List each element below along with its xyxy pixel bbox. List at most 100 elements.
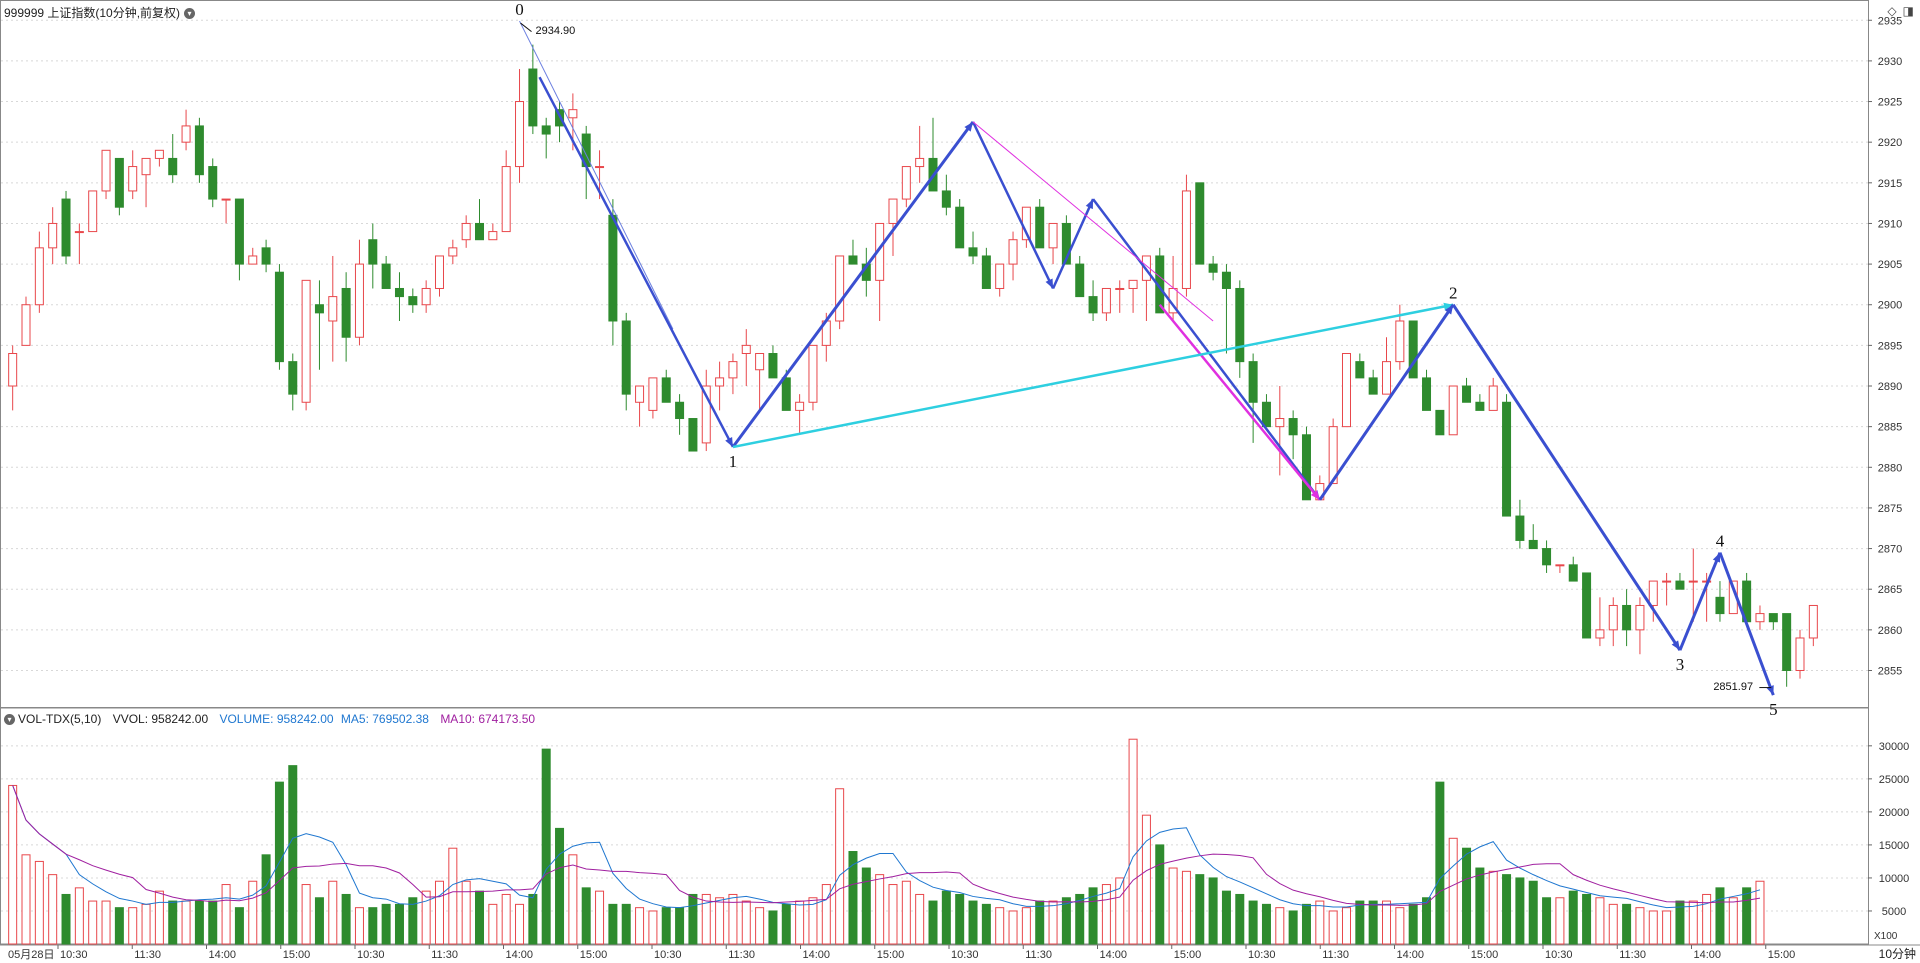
volume-bar (1075, 893, 1085, 945)
candle-body (688, 418, 698, 452)
volume-bar (1395, 907, 1405, 945)
diamond-icon[interactable]: ◇ (1887, 4, 1897, 18)
chevron-down-icon[interactable]: ▾ (184, 8, 196, 20)
volume-bar (88, 900, 98, 945)
volume-bar (141, 903, 151, 945)
candle-body (1555, 564, 1565, 567)
volume-bar (194, 900, 204, 945)
candle-body (434, 255, 444, 289)
volume-bar (595, 890, 605, 945)
wave-arrow-2-3 (1451, 303, 1682, 651)
candle-body (1328, 426, 1338, 485)
volume-bar (248, 880, 258, 945)
volume-bar (154, 890, 164, 945)
volume-bar (888, 884, 898, 945)
candle-body (114, 157, 124, 208)
candle-body (301, 279, 311, 403)
price-tick-label: 2935 (1878, 15, 1902, 27)
volume-bar (901, 880, 911, 945)
candle-body (1422, 377, 1432, 411)
volume-bar (1195, 874, 1205, 945)
candle-body (1301, 434, 1311, 501)
candle-body (808, 344, 818, 403)
candle-body (1368, 377, 1378, 395)
candle-body (221, 198, 231, 201)
volume-bar (1582, 893, 1592, 945)
volume-bar (768, 910, 778, 945)
wave-label-0: 0 (515, 0, 524, 19)
volume-bar (981, 903, 991, 945)
volume-bar (1341, 907, 1351, 945)
chevron-down-icon[interactable]: ▾ (4, 714, 15, 726)
volume-bar (234, 907, 244, 945)
volume-bar (581, 887, 591, 945)
volume-tick-label: 20000 (1879, 807, 1910, 819)
candle-body (1768, 613, 1778, 623)
candle-body (781, 377, 791, 411)
volume-bar (1168, 867, 1178, 945)
volume-bar (461, 880, 471, 945)
candle-body (194, 125, 204, 176)
wave-arrow-d-2-head (1444, 304, 1454, 315)
candle-body (1635, 604, 1645, 631)
candle-body (101, 149, 111, 192)
volume-tick-label: 5000 (1882, 906, 1906, 918)
period-label[interactable]: 10分钟 (1878, 947, 1916, 961)
candle-body (1808, 604, 1818, 639)
wave-arrow-b-c (1051, 198, 1095, 289)
candle-body (661, 377, 671, 403)
volume-bar (648, 910, 658, 945)
volume-bar (168, 900, 178, 945)
candle-body (981, 255, 991, 289)
candle-body (608, 214, 618, 322)
volume-bar (1328, 910, 1338, 945)
candle-body (1542, 548, 1552, 566)
wave-arrow-1-a (731, 120, 975, 448)
price-tick-label: 2885 (1878, 422, 1902, 434)
candle-body (1502, 401, 1512, 517)
candle-body (1608, 604, 1618, 631)
volume-bar (301, 884, 311, 945)
candle-body (1782, 613, 1792, 671)
candle-body (1115, 287, 1125, 290)
volume-bar (1261, 903, 1271, 945)
wave-label-5: 5 (1769, 700, 1778, 719)
volume-bar (661, 907, 671, 945)
volume-bar (328, 880, 338, 945)
volume-bar (1662, 910, 1672, 945)
volume-bar (848, 851, 858, 945)
candle-body (128, 166, 138, 192)
magenta-arrow-head (1310, 490, 1320, 500)
candle-body (461, 222, 471, 241)
volume-bar (1155, 844, 1165, 945)
volume-bar (1422, 897, 1432, 945)
magenta-thin-line (972, 121, 1214, 322)
candle-body (154, 149, 164, 159)
volume-bar (1475, 867, 1485, 945)
volume-value: VOLUME: 958242.00 (219, 712, 334, 726)
volume-bar (1675, 900, 1685, 945)
volume-bar (394, 903, 404, 945)
time-tick-label: 15:00 (877, 949, 905, 961)
candle-body (1622, 604, 1632, 631)
candle-body (48, 222, 58, 249)
candle-body (515, 101, 525, 168)
candle-body (968, 247, 978, 257)
candle-body (1048, 222, 1058, 249)
volume-bar (48, 874, 58, 945)
candle-body (1008, 239, 1018, 265)
candle-body (394, 287, 404, 298)
volume-bar (314, 897, 324, 945)
volume-bar (555, 827, 565, 945)
volume-bar (381, 903, 391, 945)
panel-toggle-icon[interactable]: ◨ (1902, 4, 1914, 18)
ma5-line (12, 785, 1761, 909)
candle-body (1128, 279, 1138, 289)
price-tick-label: 2925 (1878, 97, 1902, 109)
volume-bar (1275, 907, 1285, 945)
candle-body (61, 198, 71, 257)
time-tick-label: 15:00 (1768, 949, 1796, 961)
volume-bar (1448, 837, 1458, 945)
volume-bar (1502, 874, 1512, 945)
